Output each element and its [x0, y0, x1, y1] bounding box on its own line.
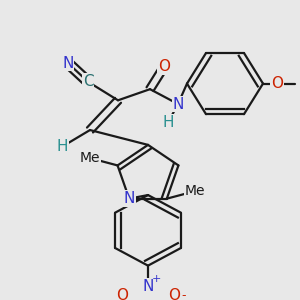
Text: N: N — [142, 279, 154, 294]
Text: +: + — [151, 274, 161, 284]
Text: N: N — [124, 191, 135, 206]
Text: Me: Me — [79, 151, 100, 165]
Text: N: N — [172, 97, 184, 112]
Text: C: C — [83, 74, 93, 89]
Text: O: O — [116, 288, 128, 300]
Text: H: H — [162, 115, 174, 130]
Text: Me: Me — [184, 184, 205, 198]
Text: O: O — [168, 288, 180, 300]
Text: O: O — [158, 59, 170, 74]
Text: -: - — [182, 289, 186, 300]
Text: N: N — [62, 56, 74, 71]
Text: H: H — [56, 139, 68, 154]
Text: O: O — [271, 76, 283, 91]
